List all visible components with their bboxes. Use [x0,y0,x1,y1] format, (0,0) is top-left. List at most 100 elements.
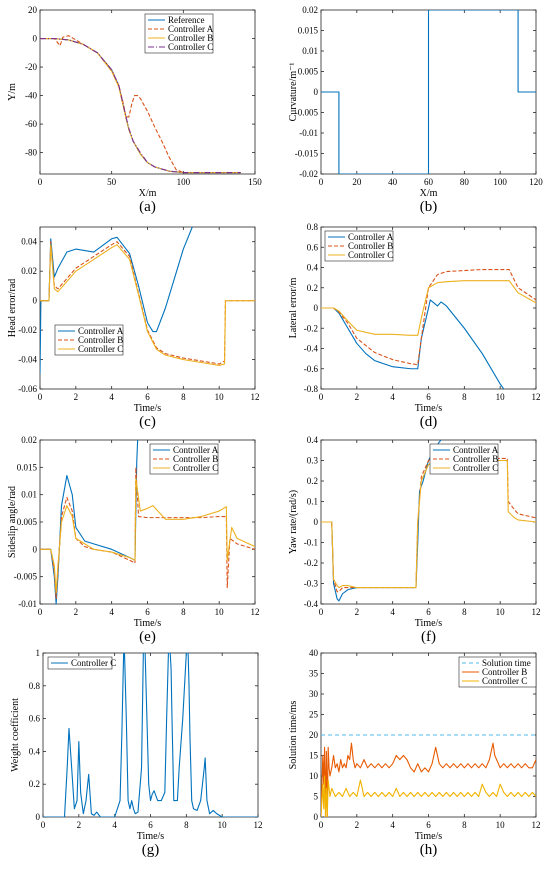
y-tick-label: 0 [33,296,38,306]
x-tick-label: 10 [496,607,506,617]
x-tick-label: 10 [496,820,506,830]
y-tick-label: -0.2 [304,323,318,333]
legend-entry: Controller C [71,658,116,668]
series-line-controller-a [40,35,241,174]
y-tick-label: 0 [314,812,319,822]
y-tick-label: 0 [33,544,38,554]
y-tick-label: 0.2 [29,779,40,789]
plot-area [39,226,256,390]
y-tick-label: 20 [28,5,38,15]
y-tick-label: -0.005 [295,108,319,118]
x-axis-label: Time/s [415,618,443,629]
x-tick-label: 0 [38,607,43,617]
series-line-controller-c [321,459,536,589]
panel-label: (a) [139,199,156,215]
x-tick-label: 20 [352,177,362,187]
x-tick-label: 100 [177,177,191,187]
legend-entry: Controller B [348,241,393,251]
y-tick-label: -0.015 [295,149,319,159]
x-tick-label: 0 [38,392,43,402]
y-tick-label: -0.01 [299,128,318,138]
x-tick-label: 50 [107,177,117,187]
legend-entry: Controller A [348,232,394,242]
x-tick-label: 80 [460,177,470,187]
x-tick-label: 4 [109,607,114,617]
series-line-controller-c [40,477,255,594]
x-tick-label: 6 [426,607,431,617]
x-tick-label: 6 [145,392,150,402]
legend-box [47,656,113,670]
y-tick-label: 30 [309,689,319,699]
y-tick-label: 1 [36,648,41,658]
panel-label: (e) [139,629,156,645]
y-axis-label: Sideslip angle/rad [7,486,18,558]
chart-panel-8: 0 2 4 6 8 10 12 40 35 30 25 20 15 10 5 0 Time/s Solution … [288,648,541,858]
x-tick-label: 4 [390,607,395,617]
y-tick-label: 0.005 [298,67,319,77]
x-tick-label: 4 [390,820,395,830]
y-tick-label: 0.2 [307,283,318,293]
x-tick-label: 0 [319,820,324,830]
y-tick-label: -0.005 [14,572,38,582]
series-line-controller-c [321,775,536,817]
legend-entry: Controller A [78,326,124,336]
x-tick-label: 8 [184,820,189,830]
series-line-controller-b [321,268,536,366]
y-tick-label: 0.4 [307,435,319,445]
chart-panel-4: 0 2 4 6 8 10 12 0.8 0.6 0.4 0.2 0 -0.2 -0.4 -0.6 -0.8 Ti… [288,222,541,430]
y-tick-label: 0.6 [29,714,41,724]
x-tick-label: 12 [532,607,541,617]
x-tick-label: 8 [181,607,186,617]
panel-label: (h) [420,842,438,858]
y-tick-label: 0.01 [302,46,318,56]
y-tick-label: 20 [309,730,319,740]
x-tick-label: 0 [41,820,46,830]
legend-entry: Controller A [173,445,219,455]
x-tick-label: 2 [77,820,82,830]
x-axis-label: X/m [420,188,438,199]
x-tick-label: 8 [462,392,467,402]
x-axis-label: Time/s [134,618,162,629]
y-tick-label: -0.01 [18,599,37,609]
series-line-controller-c [321,280,536,336]
legend-box [458,656,537,688]
legend-entry: Controller B [482,667,527,677]
legend-entry: Controller A [453,445,499,455]
panel-label: (f) [421,629,436,645]
y-tick-label: 0.8 [29,681,41,691]
y-tick-label: 0.2 [307,476,318,486]
x-tick-label: 2 [74,392,79,402]
y-tick-label: -60 [25,119,37,129]
legend: Controller C [47,656,116,670]
x-axis-label: X/m [139,188,157,199]
x-tick-label: 2 [74,607,79,617]
chart-panel-3: 0 2 4 6 8 10 12 0.04 0.02 0 -0.02 -0.04 -0.06 Time/s H… [7,226,260,430]
legend-entry: Controller B [168,33,213,43]
series-line-controller-c [43,653,258,817]
legend-entry: Controller C [173,463,218,473]
y-tick-label: 0 [36,812,41,822]
legend-entry: Reference [168,15,204,25]
x-tick-label: 150 [248,177,262,187]
x-axis-label: Time/s [415,403,443,414]
x-tick-label: 12 [251,607,260,617]
x-tick-label: 6 [148,820,153,830]
x-tick-label: 10 [215,392,225,402]
x-tick-label: 6 [145,607,150,617]
x-tick-label: 8 [462,820,467,830]
x-tick-label: 6 [426,392,431,402]
y-tick-label: -20 [25,62,37,72]
legend-entry: Controller C [453,463,498,473]
y-tick-label: -0.4 [304,599,319,609]
chart-panel-6: 0 2 4 6 8 10 12 0.4 0.3 0.2 0.1 0 -0.1 -0.2 -0.3 -0.4 Ti… [288,435,541,645]
x-tick-label: 0 [319,392,324,402]
y-tick-label: -0.6 [304,364,319,374]
y-tick-label: 0.015 [17,462,38,472]
y-tick-label: 0.4 [307,263,319,273]
series-line-controller-c [40,37,241,174]
y-tick-label: 10 [309,771,319,781]
